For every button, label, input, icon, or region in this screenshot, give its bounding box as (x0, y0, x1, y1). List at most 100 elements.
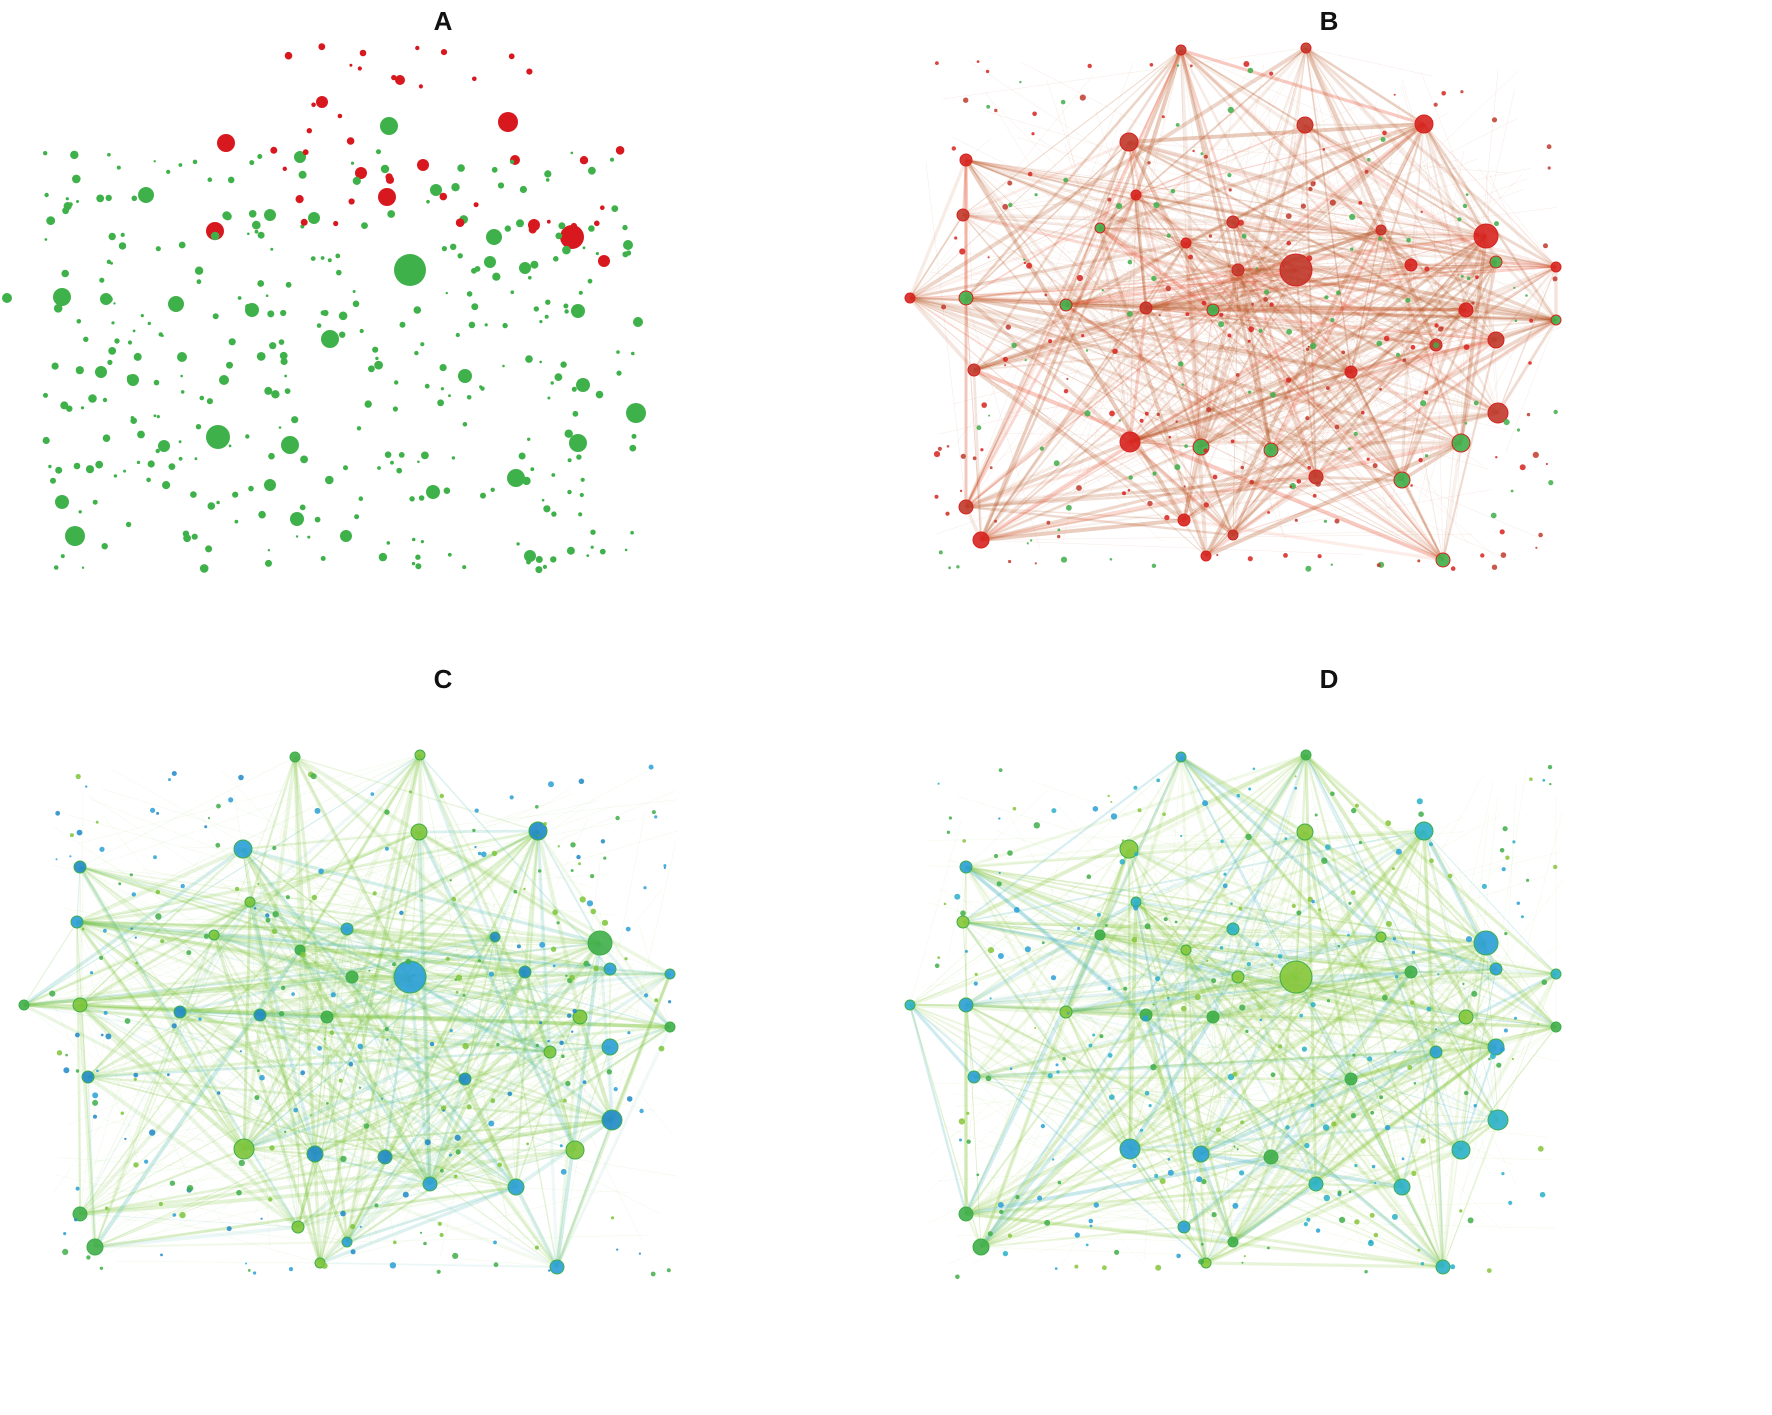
network-edge (1183, 309, 1214, 521)
cluster-node (535, 556, 543, 563)
network-edge (1295, 269, 1468, 544)
network-edge (1185, 949, 1207, 1264)
cluster-node (325, 475, 334, 485)
network-node (1220, 839, 1224, 844)
network-edge (50, 865, 611, 970)
cluster-node (545, 178, 550, 182)
network-node (1192, 149, 1195, 153)
network-edge (1237, 875, 1546, 978)
network-edge (1052, 221, 1234, 435)
network-edge (1441, 442, 1463, 561)
cluster-node (153, 414, 157, 418)
network-edge (418, 831, 592, 888)
network-edge (965, 159, 1239, 271)
network-edge (66, 976, 411, 1126)
network-edge (1199, 976, 1298, 1155)
cluster-node (374, 360, 383, 370)
network-edge (429, 830, 539, 1185)
network-edge (179, 968, 611, 1013)
network-edge (1219, 168, 1234, 223)
cluster-node (321, 330, 339, 348)
network-node (1367, 1056, 1373, 1062)
network-node (974, 972, 978, 976)
network-node (523, 887, 526, 891)
network-edge (909, 296, 1462, 445)
network-node (1044, 1219, 1051, 1226)
network-node (1513, 286, 1516, 289)
network-edge (76, 921, 386, 1158)
network-edge (298, 949, 317, 1155)
network-edge (514, 1118, 614, 1189)
network-node (1066, 504, 1072, 511)
network-edge (1401, 441, 1462, 482)
network-node (1088, 1043, 1093, 1048)
cluster-node (42, 436, 50, 445)
network-edge (965, 297, 1403, 481)
network-edge (212, 900, 252, 937)
network-edge (75, 920, 432, 1186)
network-edge (965, 1155, 1272, 1216)
network-edge (1144, 307, 1235, 536)
network-edge (1075, 256, 1317, 478)
cluster-node (232, 491, 239, 498)
network-edge (346, 1016, 581, 1243)
network-edge (94, 756, 296, 1248)
network-node (1151, 563, 1157, 568)
network-edge (87, 1076, 679, 1177)
network-edge (965, 158, 1497, 264)
network-edge (967, 1046, 1497, 1049)
cluster-node (156, 415, 160, 419)
network-edge (965, 900, 1137, 1007)
network-edge (1232, 221, 1405, 408)
network-edge (314, 1153, 348, 1243)
network-edge (1497, 266, 1557, 414)
network-edge (1129, 806, 1427, 1150)
cluster-node (107, 359, 113, 365)
cluster-node (153, 379, 160, 386)
network-edge (1304, 754, 1413, 973)
network-node (1460, 90, 1464, 94)
network-edge (1180, 49, 1405, 186)
network-node (1130, 189, 1142, 201)
network-edge (1305, 47, 1487, 237)
network-edge (384, 971, 526, 1158)
network-node (1015, 1195, 1020, 1200)
network-node (1349, 213, 1356, 220)
network-edge (1305, 754, 1557, 1028)
network-node (1305, 416, 1310, 421)
cluster-node (316, 96, 328, 108)
network-node (1109, 1094, 1115, 1100)
network-node (958, 1118, 966, 1125)
network-edge (1205, 791, 1221, 1264)
network-edge (1197, 1057, 1202, 1155)
network-node (167, 1073, 170, 1077)
network-node (1374, 1181, 1377, 1185)
network-node (340, 1155, 347, 1163)
network-edge (1205, 1045, 1497, 1265)
network-edge (23, 900, 251, 1007)
cluster-node (611, 205, 619, 213)
network-node (1495, 456, 1498, 459)
network-node (1500, 552, 1507, 558)
network-edge (1065, 1011, 1352, 1080)
network-edge (965, 159, 1350, 422)
network-edge (1270, 411, 1499, 452)
network-edge (965, 866, 1557, 975)
network-edge (979, 49, 1183, 541)
network-node (1402, 358, 1407, 362)
network-node (1023, 258, 1026, 261)
network-node (1305, 347, 1309, 351)
network-edge (94, 1240, 348, 1249)
network-node (1175, 751, 1187, 763)
network-edge (87, 901, 251, 1078)
network-edge (259, 754, 421, 1016)
network-edge (1129, 441, 1256, 466)
network-edge (973, 1075, 1352, 1081)
network-edge (1270, 172, 1524, 451)
network-edge (1180, 755, 1487, 945)
cluster-node (127, 340, 133, 345)
cluster-node (541, 498, 545, 502)
network-edge (965, 49, 1182, 299)
network-edge (965, 754, 1307, 1006)
network-edge (202, 830, 539, 1202)
